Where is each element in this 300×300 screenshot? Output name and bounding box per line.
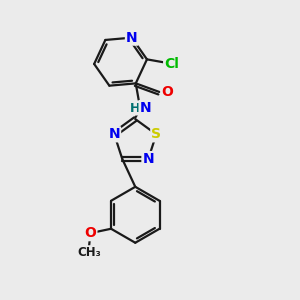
Text: N: N [140, 101, 151, 115]
Text: N: N [142, 152, 154, 166]
Text: O: O [162, 85, 173, 99]
Text: Cl: Cl [164, 57, 179, 71]
Text: S: S [151, 127, 161, 141]
Text: N: N [109, 127, 120, 141]
Text: CH₃: CH₃ [77, 246, 101, 259]
Text: O: O [85, 226, 96, 240]
Text: H: H [130, 101, 140, 115]
Text: N: N [126, 31, 138, 45]
